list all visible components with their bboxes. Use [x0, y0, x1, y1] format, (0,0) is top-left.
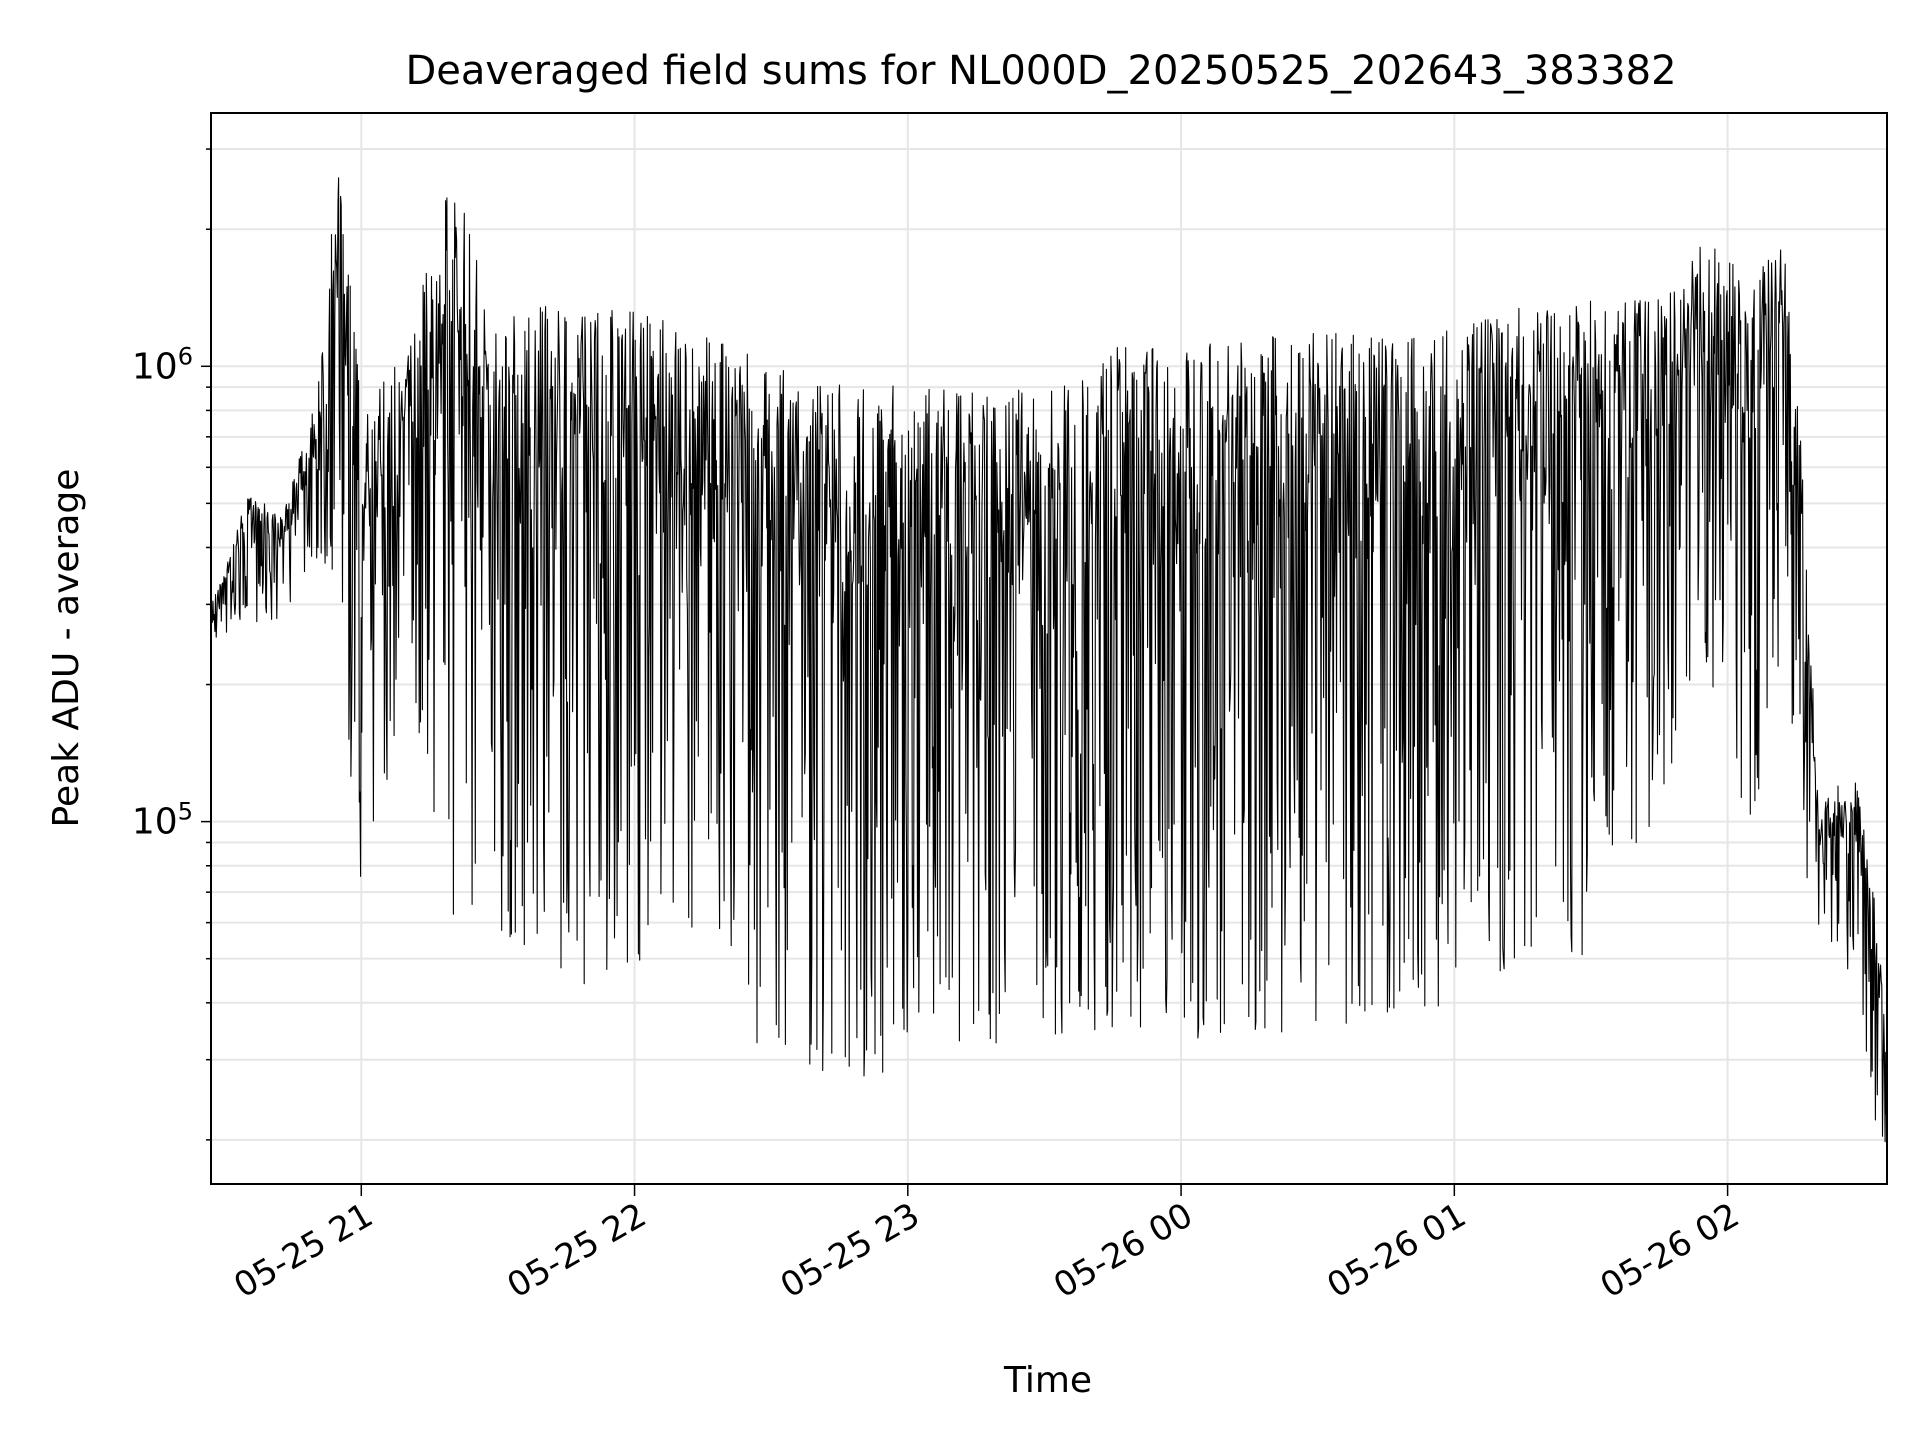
y-axis: 105 106 — [132, 148, 211, 1141]
x-axis-label: Time — [1003, 1360, 1092, 1401]
series-line — [210, 177, 1888, 1143]
y-axis-label: Peak ADU - average — [46, 469, 87, 828]
y-tick-label: 106 — [132, 342, 193, 387]
series-path — [210, 177, 1888, 1143]
chart-title: Deaveraged field sums for NL000D_2025052… — [405, 48, 1676, 94]
y-tick-label: 105 — [132, 798, 193, 843]
plot-frame — [210, 112, 1888, 1185]
